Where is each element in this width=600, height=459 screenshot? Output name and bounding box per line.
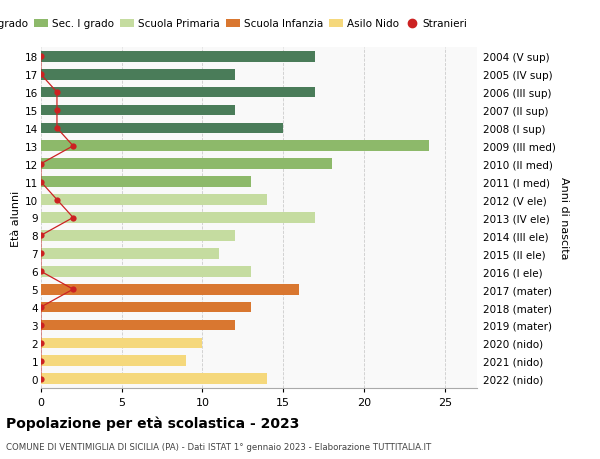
Bar: [41, 338, 202, 348]
Text: Popolazione per età scolastica - 2023: Popolazione per età scolastica - 2023: [6, 415, 299, 430]
Bar: [41, 123, 283, 134]
Bar: [41, 106, 235, 116]
Bar: [41, 88, 316, 98]
Bar: [41, 52, 316, 62]
Bar: [41, 302, 251, 313]
Bar: [41, 70, 235, 80]
Bar: [41, 230, 235, 241]
Bar: [41, 266, 251, 277]
Bar: [41, 177, 251, 188]
Text: COMUNE DI VENTIMIGLIA DI SICILIA (PA) - Dati ISTAT 1° gennaio 2023 - Elaborazion: COMUNE DI VENTIMIGLIA DI SICILIA (PA) - …: [6, 442, 431, 451]
Bar: [41, 141, 428, 152]
Y-axis label: Anni di nascita: Anni di nascita: [559, 177, 569, 259]
Bar: [41, 195, 267, 206]
Bar: [41, 320, 235, 330]
Bar: [41, 284, 299, 295]
Bar: [41, 374, 267, 384]
Bar: [41, 356, 186, 366]
Bar: [41, 213, 316, 224]
Legend: Sec. II grado, Sec. I grado, Scuola Primaria, Scuola Infanzia, Asilo Nido, Stran: Sec. II grado, Sec. I grado, Scuola Prim…: [0, 19, 468, 29]
Bar: [41, 248, 218, 259]
Bar: [41, 159, 332, 170]
Y-axis label: Età alunni: Età alunni: [11, 190, 20, 246]
